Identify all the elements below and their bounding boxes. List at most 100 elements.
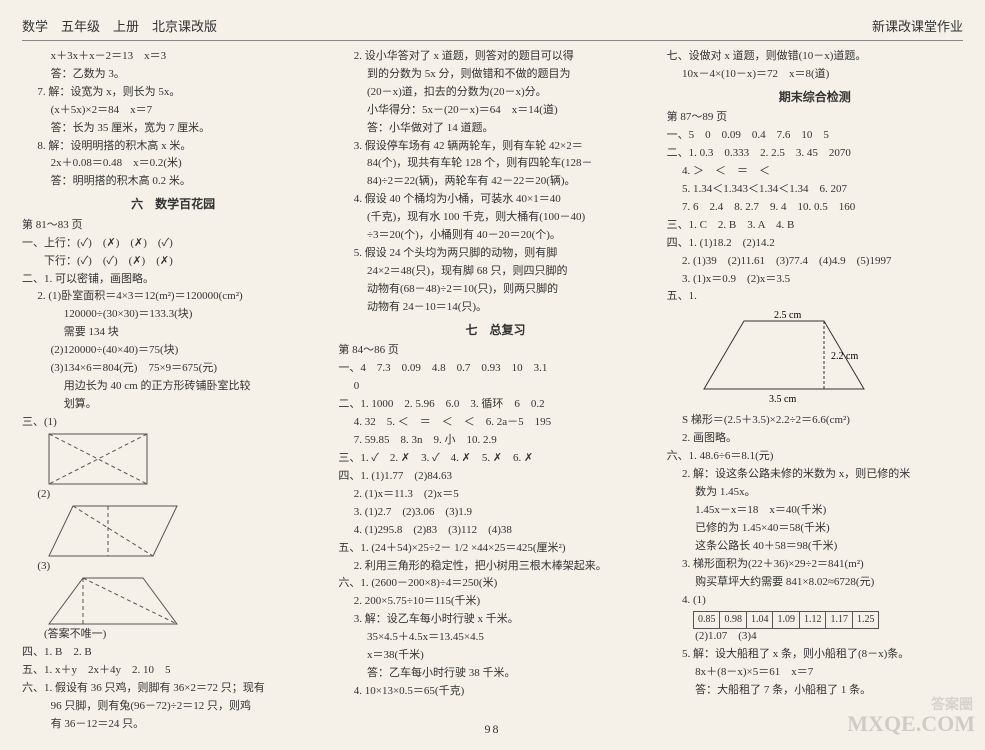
c1-s6a-3: 2. (1)卧室面积＝4×3＝12(m²)＝120000(cm²) [22, 289, 324, 305]
c2-t-10: ÷3＝20(个)，小桶则有 40－20＝20(个)。 [338, 228, 652, 244]
section6-title: 六 数学百花园 [22, 196, 324, 213]
c2-s7w-7: 答：乙车每小时行驶 38 千米。 [338, 666, 652, 682]
c2-t-14: 动物有 24－10＝14(只)。 [338, 300, 652, 316]
c1-s6b-2: 五、1. x＋y 2x＋4y 2. 10 5 [22, 663, 324, 679]
trap-bottom-label: 3.5 cm [769, 394, 796, 405]
c3-qc-0: (2)1.07 (3)4 [667, 629, 963, 645]
c2-t-13: 动物有(68－48)÷2＝10(只)，则两只脚的 [338, 282, 652, 298]
c1-pre-0: x＋3x＋x－2＝13 x＝3 [22, 49, 324, 65]
table-row: 0.85 0.98 1.04 1.09 1.12 1.17 1.25 [693, 611, 879, 629]
cell-5: 1.17 [826, 611, 853, 629]
c3-qa-7: 2. (1)39 (2)11.61 (3)77.4 (4)4.9 (5)1997 [667, 254, 963, 270]
c2-s7-9: 4. (1)295.8 (2)83 (3)112 (4)38 [338, 523, 652, 539]
c2-t-7: 84)÷2＝22(辆)，两轮车有 42－22＝20(辆)。 [338, 174, 652, 190]
c3-qa-0: 一、5 0 0.09 0.4 7.6 10 5 [667, 128, 963, 144]
c3-qb-2: 2. 解：设这条公路未修的米数为 x，则已修的米 [667, 467, 963, 483]
trap-top-label: 2.5 cm [774, 310, 801, 321]
c2-s7-3: 4. 32 5. ＜ ＝ ＜ ＜ 6. 2a－5 195 [338, 415, 652, 431]
column-3: 七、设做对 x 道题，则做错(10－x)道题。 10x－4×(10－x)＝72 … [667, 49, 963, 735]
c3-qa-8: 3. (1)x＝0.9 (2)x＝3.5 [667, 272, 963, 288]
c2-s7-2: 二、1. 1000 2. 5.96 6.0 3. 循环 6 0.2 [338, 397, 652, 413]
qimo-title: 期末综合检测 [667, 89, 963, 106]
c2-t-8: 4. 假设 40 个桶均为小桶，可装水 40×1＝40 [338, 192, 652, 208]
shape-parallelogram [48, 505, 178, 557]
c3-qa-1: 二、1. 0.3 0.333 2. 2.5 3. 45 2070 [667, 146, 963, 162]
c1-s6b-3: 六、1. 假设有 36 只鸡，则脚有 36×2＝72 只；现有 [22, 681, 324, 697]
c2-t-11: 5. 假设 24 个头均为两只脚的动物，则有脚 [338, 246, 652, 262]
c3-qb-7: 3. 梯形面积为(22＋36)×29÷2＝841(m²) [667, 557, 963, 573]
c2-s7w-6: x＝38(千米) [338, 648, 652, 664]
section7-pages: 第 84～86 页 [338, 343, 652, 359]
c2-t-12: 24×2＝48(只)，现有脚 68 只，则四只脚的 [338, 264, 652, 280]
shape-trapezoid-diag [48, 577, 178, 625]
c2-s7w-8: 4. 10×13×0.5＝65(千克) [338, 684, 652, 700]
c2-s7w-4: 3. 解：设乙车每小时行驶 x 千米。 [338, 612, 652, 628]
c2-t-5: 3. 假设停车场有 42 辆两轮车，则有车轮 42×2＝ [338, 139, 652, 155]
topbar-left: 数学 五年级 上册 北京课改版 [22, 18, 217, 37]
c3-qb-5: 已修的为 1.45×40＝58(千米) [667, 521, 963, 537]
page-number: 98 [0, 721, 985, 738]
section6-pages: 第 81～83 页 [22, 218, 324, 234]
c1-s6a-6: (2)120000÷(40×40)＝75(块) [22, 343, 324, 359]
c3-qa-6: 四、1. (1)18.2 (2)14.2 [667, 236, 963, 252]
c2-s7-4: 7. 59.85 8. 3n 9. 小 10. 2.9 [338, 433, 652, 449]
c1-s6b-1: 四、1. B 2. B [22, 645, 324, 661]
column-2: 2. 设小华答对了 x 道题，则答对的题目可以得 到的分数为 5x 分，则做错和… [338, 49, 652, 735]
c2-s7-1: 0 [338, 379, 652, 395]
column-1: x＋3x＋x－2＝13 x＝3 答：乙数为 3。 7. 解：设宽为 x，则长为 … [22, 49, 324, 735]
c3-qc-1: 5. 解：设大船租了 x 条，则小船租了(8－x)条。 [667, 647, 963, 663]
c1-label3: (3) [22, 559, 324, 575]
c3-qb-6: 这条公路长 40＋58＝98(千米) [667, 539, 963, 555]
c1-pre-3: (x＋5x)×2＝84 x＝7 [22, 103, 324, 119]
c3-qb-3: 数为 1.45x。 [667, 485, 963, 501]
shape-1 [48, 433, 324, 485]
c3-qb-0: 2. 画图略。 [667, 431, 963, 447]
c2-s7-5: 三、1. ✓ 2. ✗ 3. ✓ 4. ✗ 5. ✗ 6. ✗ [338, 451, 652, 467]
shape-3 [48, 577, 324, 625]
c1-pre-6: 2x＋0.08＝0.48 x＝0.2(米) [22, 156, 324, 172]
c2-s7-8: 3. (1)2.7 (2)3.06 (3)1.9 [338, 505, 652, 521]
c3-t-0: 七、设做对 x 道题，则做错(10－x)道题。 [667, 49, 963, 65]
c1-pre-5: 8. 解：设明明搭的积木高 x 米。 [22, 139, 324, 155]
c2-t-4: 答：小华做对了 14 道题。 [338, 121, 652, 137]
shape-square-diag [48, 433, 148, 485]
c2-s7w-3: 2. 200×5.75÷10＝115(千米) [338, 594, 652, 610]
c3-qc-2: 8x＋(8－x)×5＝61 x＝7 [667, 665, 963, 681]
trapezoid-figure: 2.5 cm 2.2 cm 3.5 cm [689, 309, 963, 409]
c1-s6a-1: 下行：(✓) (✓) (✗) (✗) [22, 254, 324, 270]
c3-qa-3: 5. 1.34＜1.343＜1.34＜1.34 6. 207 [667, 182, 963, 198]
shape-2 [48, 505, 324, 557]
c1-pre-4: 答：长为 35 厘米，宽为 7 厘米。 [22, 121, 324, 137]
cell-0: 0.85 [693, 611, 720, 629]
c2-t-1: 到的分数为 5x 分，则做错和不做的题目为 [338, 67, 652, 83]
c3-qb-9: 4. (1) [667, 593, 963, 609]
c2-s7w-5: 35×4.5＋4.5x＝13.45×4.5 [338, 630, 652, 646]
c2-t-6: 84(个)，现共有车轮 128 个，则有四轮车(128－ [338, 156, 652, 172]
c3-qa-9: 五、1. [667, 289, 963, 305]
c3-qb-8: 购买草坪大约需要 841×8.02≈6728(元) [667, 575, 963, 591]
trapezoid-svg: 2.5 cm 2.2 cm 3.5 cm [689, 309, 879, 409]
c1-s6a-7: (3)134×6＝804(元) 75×9＝675(元) [22, 361, 324, 377]
cell-6: 1.25 [852, 611, 879, 629]
c1-label2: (2) [22, 487, 324, 503]
c1-s6b-4: 96 只脚，则有兔(96－72)÷2＝12 只，则鸡 [22, 699, 324, 715]
c2-s7-7: 2. (1)x＝11.3 (2)x＝5 [338, 487, 652, 503]
c1-s6b-0: (答案不唯一) [22, 627, 324, 643]
c3-qb-1: 六、1. 48.6÷6＝8.1(元) [667, 449, 963, 465]
c1-s6a-0: 一、上行：(✓) (✗) (✗) (✓) [22, 236, 324, 252]
c2-s7w-2: 六、1. (2600－200×8)÷4＝250(米) [338, 576, 652, 592]
cell-4: 1.12 [799, 611, 826, 629]
columns: x＋3x＋x－2＝13 x＝3 答：乙数为 3。 7. 解：设宽为 x，则长为 … [22, 49, 963, 735]
qimo-pages: 第 87～89 页 [667, 110, 963, 126]
cell-3: 1.09 [773, 611, 800, 629]
c1-s6a-5: 需要 134 块 [22, 325, 324, 341]
c1-pre-2: 7. 解：设宽为 x，则长为 5x。 [22, 85, 324, 101]
c1-s6a-9: 划算。 [22, 397, 324, 413]
c1-s6a-8: 用边长为 40 cm 的正方形砖铺卧室比较 [22, 379, 324, 395]
trap-right-label: 2.2 cm [831, 351, 858, 362]
c3-qc-3: 答：大船租了 7 条，小船租了 1 条。 [667, 683, 963, 699]
c2-s7-0: 一、4 7.3 0.09 4.8 0.7 0.93 10 3.1 [338, 361, 652, 377]
c2-t-9: (千克)，现有水 100 千克，则大桶有(100－40) [338, 210, 652, 226]
cell-1: 0.98 [720, 611, 747, 629]
c3-t-1: 10x－4×(10－x)＝72 x＝8(道) [667, 67, 963, 83]
